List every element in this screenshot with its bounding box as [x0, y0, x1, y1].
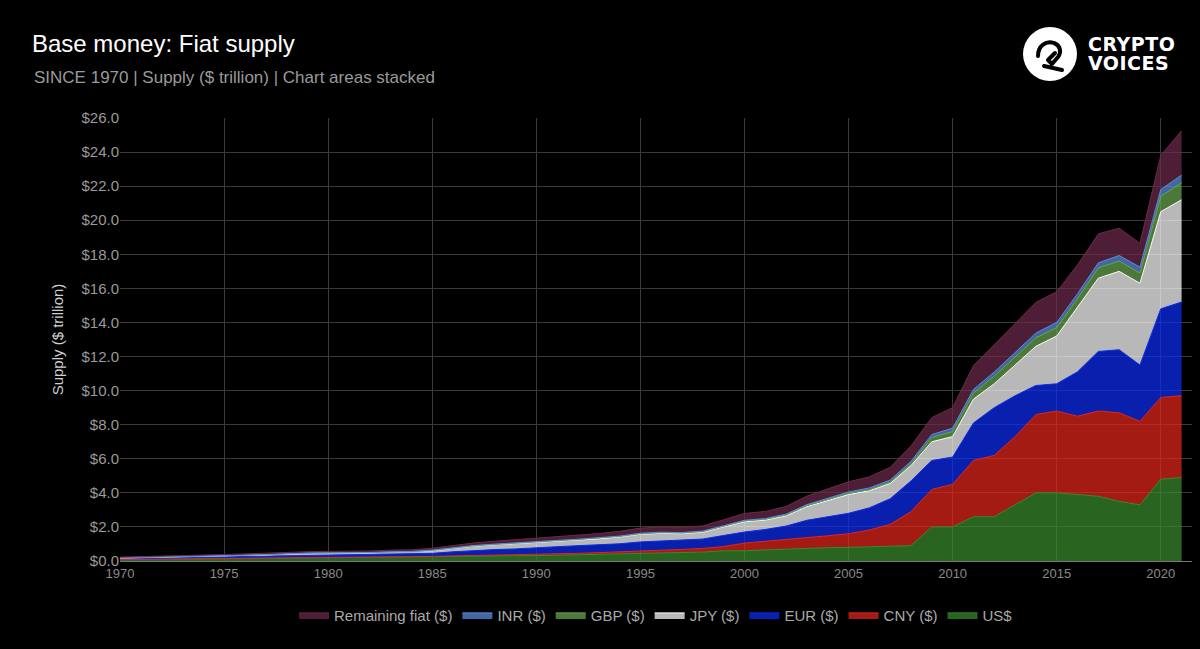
html-text:CRYPTO: CRYPTO: [1088, 33, 1176, 55]
svg-text:$20.0: $20.0: [81, 211, 119, 228]
svg-text:1985: 1985: [418, 566, 447, 581]
svg-text:SINCE 1970 | Supply ($ trillio: SINCE 1970 | Supply ($ trillion) | Chart…: [34, 68, 435, 87]
svg-text:US$: US$: [982, 607, 1012, 624]
svg-text:$18.0: $18.0: [81, 246, 119, 263]
svg-text:2015: 2015: [1042, 566, 1071, 581]
svg-text:2010: 2010: [938, 566, 967, 581]
svg-text:JPY ($): JPY ($): [690, 607, 740, 624]
svg-text:CNY ($): CNY ($): [884, 607, 938, 624]
svg-text:$2.0: $2.0: [90, 518, 119, 535]
svg-text:$8.0: $8.0: [90, 416, 119, 433]
svg-text:1970: 1970: [106, 566, 135, 581]
svg-text:1995: 1995: [626, 566, 655, 581]
svg-text:$10.0: $10.0: [81, 382, 119, 399]
svg-text:$0.0: $0.0: [90, 552, 119, 569]
svg-text:1980: 1980: [314, 566, 343, 581]
svg-text:2005: 2005: [834, 566, 863, 581]
svg-text:$26.0: $26.0: [81, 109, 119, 126]
svg-text:$24.0: $24.0: [81, 143, 119, 160]
svg-text:$22.0: $22.0: [81, 177, 119, 194]
svg-text:Remaining fiat ($): Remaining fiat ($): [334, 607, 452, 624]
svg-text:2020: 2020: [1146, 566, 1175, 581]
html-text:VOICES: VOICES: [1088, 52, 1170, 74]
svg-text:$14.0: $14.0: [81, 314, 119, 331]
svg-text:$6.0: $6.0: [90, 450, 119, 467]
svg-text:$16.0: $16.0: [81, 280, 119, 297]
svg-text:GBP ($): GBP ($): [591, 607, 645, 624]
svg-text:1990: 1990: [522, 566, 551, 581]
svg-text:INR ($): INR ($): [497, 607, 545, 624]
svg-text:1975: 1975: [210, 566, 239, 581]
svg-text:Base money: Fiat supply: Base money: Fiat supply: [32, 30, 295, 57]
svg-text:Supply ($ trillion): Supply ($ trillion): [49, 284, 66, 396]
svg-text:2000: 2000: [730, 566, 759, 581]
svg-text:$4.0: $4.0: [90, 484, 119, 501]
svg-text:EUR ($): EUR ($): [784, 607, 838, 624]
svg-text:$12.0: $12.0: [81, 348, 119, 365]
